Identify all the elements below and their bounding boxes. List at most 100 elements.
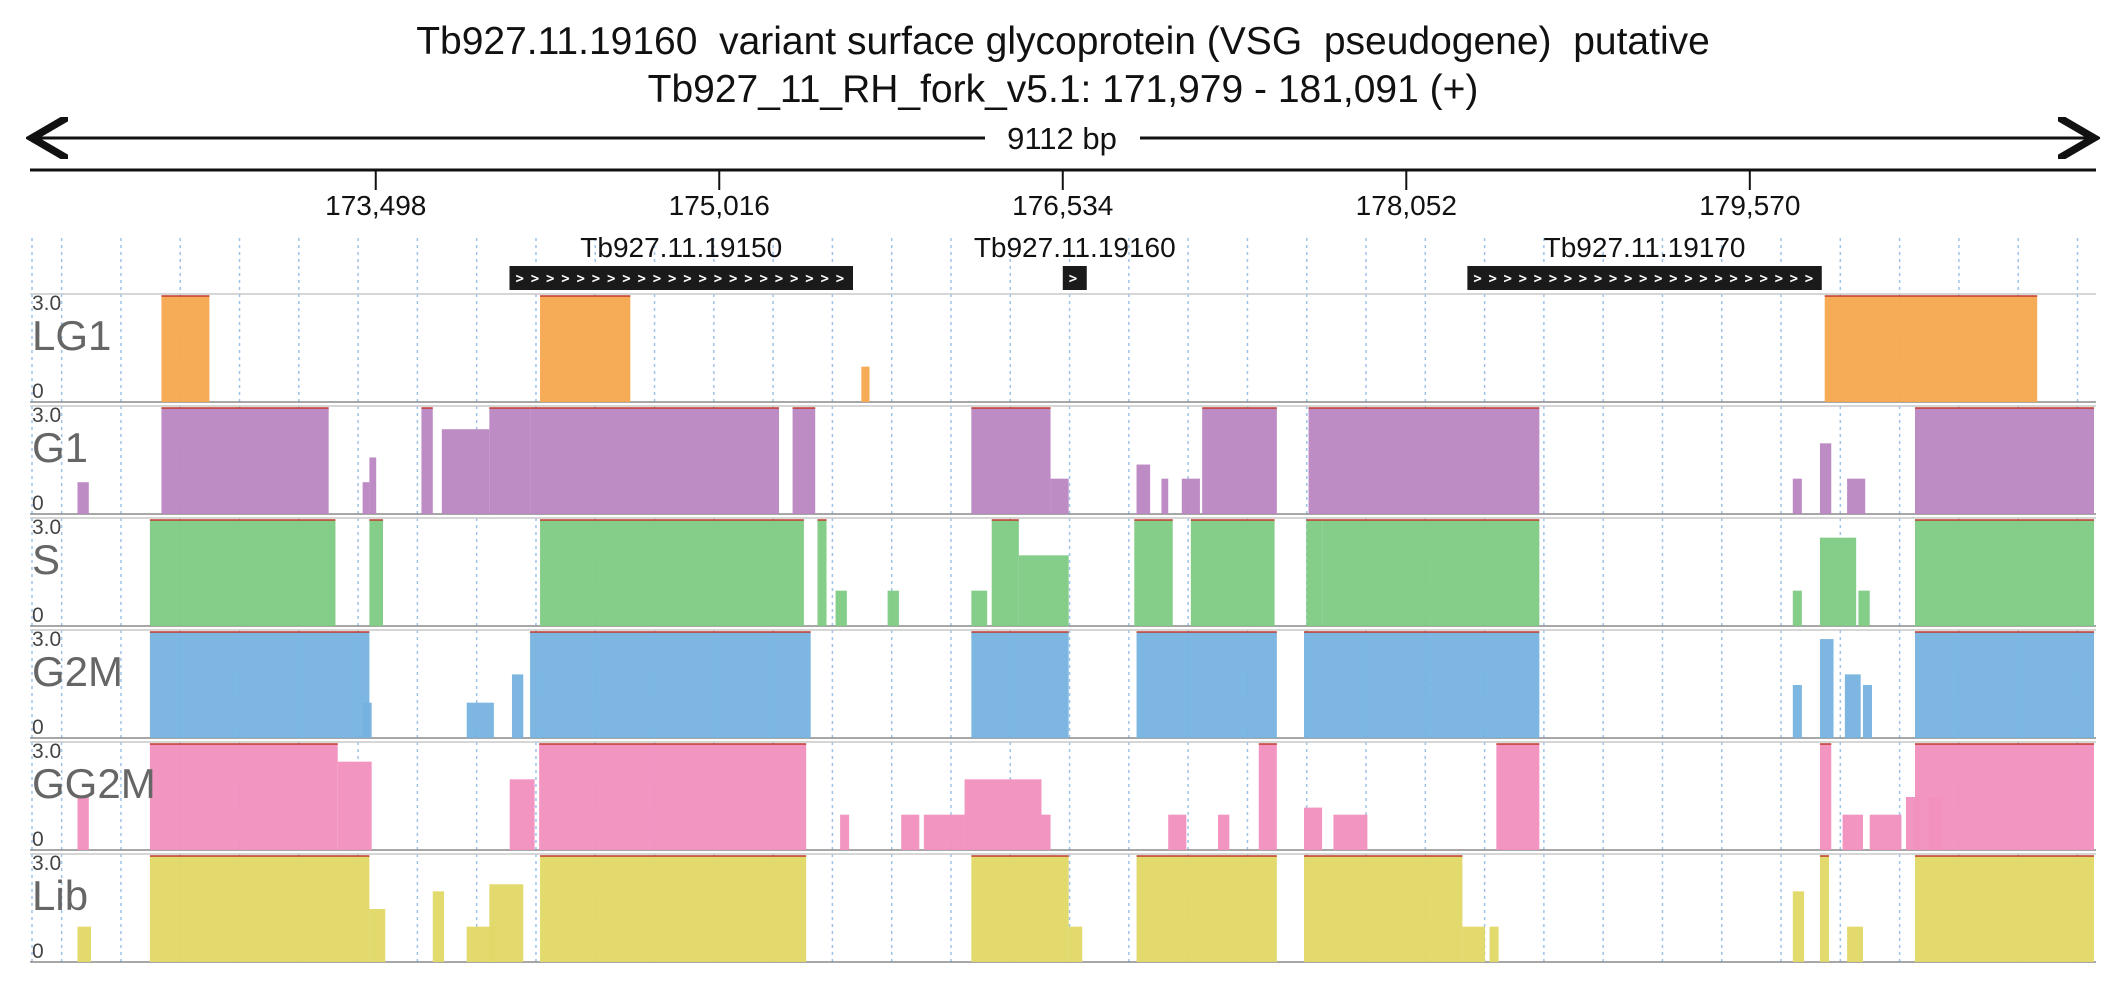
- coverage-bar: [1842, 814, 1863, 850]
- coverage-bar: [362, 702, 372, 738]
- coverage-bar: [1304, 856, 1463, 962]
- strand-arrow: >: [714, 271, 722, 287]
- coverage-bar: [539, 744, 807, 850]
- coverage-bar: [1915, 408, 2094, 514]
- coverage-bar: [421, 408, 433, 514]
- track-lib: 3.0 0 Lib: [30, 852, 2096, 963]
- coverage-bar: [964, 779, 999, 850]
- track-s: 3.0 0 S: [30, 516, 2096, 627]
- coverage-bar: [1915, 856, 2094, 962]
- coverage-bar: [1050, 478, 1069, 514]
- coverage-bar: [1181, 478, 1200, 514]
- coverage-bar: [1819, 537, 1857, 626]
- coverage-bar: [1136, 464, 1151, 514]
- coverage-bar: [1915, 520, 2094, 626]
- strand-arrow: >: [1609, 271, 1617, 287]
- gene-label: Tb927.11.19160: [974, 232, 1176, 263]
- y-min-label: 0: [32, 828, 44, 851]
- coverage-bar: [1218, 814, 1230, 850]
- coverage-bar: [1134, 520, 1173, 626]
- y-min-label: 0: [32, 716, 44, 739]
- coverage-bar: [77, 797, 89, 850]
- coverage-bar: [1819, 856, 1830, 962]
- coverage-bar: [1496, 744, 1540, 850]
- coverage-bar: [1792, 478, 1802, 514]
- strand-arrow: >: [1790, 271, 1798, 287]
- strand-arrow: >: [561, 271, 569, 287]
- length-label-bg: [985, 118, 1140, 158]
- coverage-bar: [432, 891, 445, 962]
- coverage-bar: [971, 590, 988, 626]
- gene-feature: [509, 266, 853, 290]
- coverage-bar: [540, 296, 631, 402]
- coverage-bar: [149, 632, 370, 738]
- strand-arrow: >: [1669, 271, 1677, 287]
- coverage-bar: [1190, 520, 1275, 626]
- coverage-bar: [887, 590, 899, 626]
- coverage-bar: [1041, 814, 1051, 850]
- coverage-bar: [1304, 632, 1540, 738]
- coverage-bar: [530, 632, 811, 738]
- coverage-bar: [901, 814, 920, 850]
- track-gg2m: 3.0 0 GG2M: [30, 740, 2096, 851]
- coverage-bar: [1202, 408, 1277, 514]
- gene-feature: [1062, 266, 1087, 290]
- y-min-label: 0: [32, 492, 44, 515]
- coverage-bar: [149, 520, 336, 626]
- coverage-bar: [840, 814, 850, 850]
- strand-arrow: >: [607, 271, 615, 287]
- coverage-bar: [1792, 891, 1805, 962]
- track-lg1: 3.0 0 LG1: [30, 292, 2096, 403]
- coverage-bar: [1819, 443, 1832, 514]
- coverage-bar: [1792, 590, 1802, 626]
- coverage-bar: [77, 482, 89, 514]
- coverage-bar: [1304, 807, 1323, 850]
- coverage-bar: [1489, 926, 1499, 962]
- strand-arrow: >: [729, 271, 737, 287]
- tick-label: 179,570: [1699, 190, 1800, 221]
- coverage-bar: [1869, 814, 1902, 850]
- coverage-bar: [441, 429, 490, 514]
- coverage-bar: [991, 520, 1019, 626]
- coverage-bar: [861, 366, 870, 402]
- coverage-bar: [466, 702, 494, 738]
- strand-arrow: >: [698, 271, 706, 287]
- strand-arrow: >: [805, 271, 813, 287]
- track-name: LG1: [32, 312, 111, 359]
- coverage-bar: [971, 856, 1069, 962]
- y-max-label: 3.0: [32, 404, 61, 427]
- coverage-bar: [511, 674, 524, 738]
- strand-arrow: >: [1534, 271, 1542, 287]
- strand-arrow: >: [668, 271, 676, 287]
- strand-arrow: >: [1594, 271, 1602, 287]
- strand-arrow: >: [836, 271, 844, 287]
- strand-arrow: >: [546, 271, 554, 287]
- y-min-label: 0: [32, 940, 44, 963]
- tick-label: 175,016: [669, 190, 770, 221]
- strand-arrow: >: [790, 271, 798, 287]
- y-min-label: 0: [32, 380, 44, 403]
- coverage-bar: [1068, 926, 1083, 962]
- strand-arrow: >: [1714, 271, 1722, 287]
- strand-arrow: >: [1805, 271, 1813, 287]
- coverage-bar: [1847, 478, 1866, 514]
- coverage-bar: [1136, 856, 1277, 962]
- coverage-bar: [1862, 685, 1873, 738]
- strand-arrow: >: [1504, 271, 1512, 287]
- y-min-label: 0: [32, 604, 44, 627]
- strand-arrow: >: [1654, 271, 1662, 287]
- coverage-bar: [1824, 296, 2038, 402]
- y-max-label: 3.0: [32, 740, 61, 763]
- track-name: Lib: [32, 872, 88, 919]
- coverage-bar: [540, 856, 807, 962]
- track-name: G1: [32, 424, 88, 471]
- coverage-bar: [149, 856, 370, 962]
- tick-label: 178,052: [1356, 190, 1457, 221]
- coverage-bar: [1018, 555, 1069, 626]
- coverage-bar: [362, 482, 370, 514]
- strand-arrow: >: [637, 271, 645, 287]
- coverage-bar: [530, 408, 779, 514]
- coverage-bar: [971, 632, 1069, 738]
- y-max-label: 3.0: [32, 516, 61, 539]
